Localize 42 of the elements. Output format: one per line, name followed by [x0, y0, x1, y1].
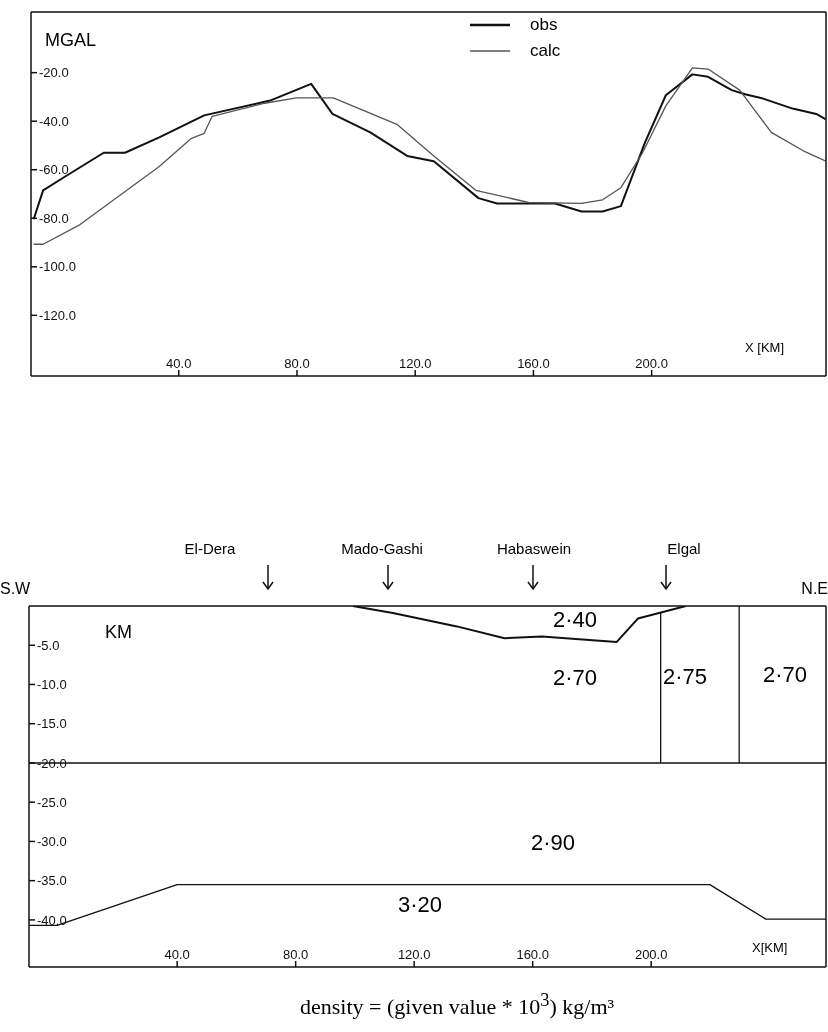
y-tick-label: -80.0 — [39, 210, 69, 226]
text: Elgal — [667, 539, 701, 557]
text: Mado-Gashi — [341, 539, 423, 557]
y-tick-label: -5.0 — [37, 637, 60, 653]
x-tick-label: 40.0 — [164, 947, 190, 962]
text: Habaswein — [496, 539, 572, 557]
text: N.E — [801, 580, 828, 597]
y-tick-label: -40.0 — [37, 912, 67, 928]
text: S.W — [0, 580, 31, 598]
annotation: 3·20 — [397, 892, 443, 918]
x-tick-label: 120.0 — [398, 356, 432, 371]
y-tick-label: -20.0 — [39, 65, 69, 81]
x-tick-label: 200.0 — [635, 356, 668, 371]
text: El-Dera — [184, 539, 236, 557]
annotation: 2·40 — [552, 607, 598, 633]
y-axis-title: KM — [105, 622, 132, 643]
annotation: 2·70 — [552, 665, 598, 691]
annotation: 2·70 — [762, 662, 808, 688]
x-tick-label: 200.0 — [634, 947, 668, 962]
x-tick-label: 80.0 — [283, 947, 309, 962]
y-tick-label: -35.0 — [37, 873, 67, 889]
x-axis-title: X[KM] — [752, 940, 788, 955]
y-tick-label: -40.0 — [39, 113, 69, 129]
x-tick-label: 120.0 — [397, 947, 431, 962]
y-tick-label: -10.0 — [37, 677, 67, 693]
x-tick-label: 160.0 — [516, 947, 549, 962]
legend-label: calc — [530, 41, 561, 61]
y-tick-label: -25.0 — [37, 794, 67, 810]
x-tick-label: 40.0 — [166, 356, 192, 371]
x-tick-label: 80.0 — [284, 356, 310, 371]
annotation: 2·75 — [662, 664, 708, 690]
y-tick-label: -100.0 — [39, 259, 76, 275]
x-tick-label: 160.0 — [517, 356, 550, 371]
y-axis-title: MGAL — [45, 30, 97, 51]
y-tick-label: -15.0 — [37, 716, 67, 732]
legend-label: obs — [530, 15, 558, 35]
x-axis-title: X [KM] — [745, 340, 785, 355]
text: density = (given value * 10$^{3}$) kg/m³ — [300, 990, 615, 1021]
annotation: 2·90 — [530, 830, 576, 856]
y-tick-label: -60.0 — [39, 162, 69, 178]
y-tick-label: -120.0 — [39, 307, 76, 323]
y-tick-label: -30.0 — [37, 834, 67, 850]
